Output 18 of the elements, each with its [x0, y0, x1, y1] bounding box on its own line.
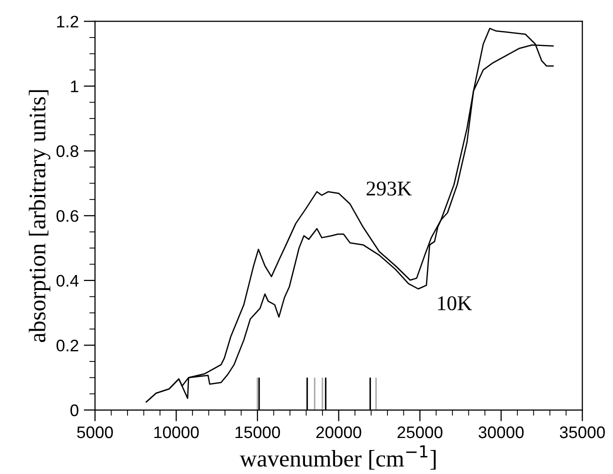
annotation: 10K [438, 296, 472, 310]
y-tick-label: 0.6 [56, 210, 78, 222]
y-tick-label: 1.2 [57, 16, 78, 28]
y-tick-label: 0.8 [56, 145, 78, 158]
x-tick-label: 35000 [560, 426, 605, 438]
x-tick-label: 25000 [398, 426, 442, 438]
x-tick-label: 10000 [154, 426, 199, 438]
y-tick-label: 0.2 [56, 340, 78, 352]
y-tick-label: 0.4 [56, 274, 79, 287]
x-tick-label: 30000 [478, 426, 524, 438]
x-axis-title: wavenumber [cm$^{−1}$] [240, 445, 436, 470]
y-tick-label: 0 [70, 404, 78, 416]
x-tick-label: 20000 [316, 426, 362, 438]
annotation: 293K [366, 182, 412, 196]
x-tick-label: 15000 [236, 426, 280, 438]
y-axis-title: absorption [arbitrary units] [28, 90, 50, 342]
y-tick-label: 1 [71, 80, 78, 92]
x-tick-label: 5000 [77, 426, 113, 438]
